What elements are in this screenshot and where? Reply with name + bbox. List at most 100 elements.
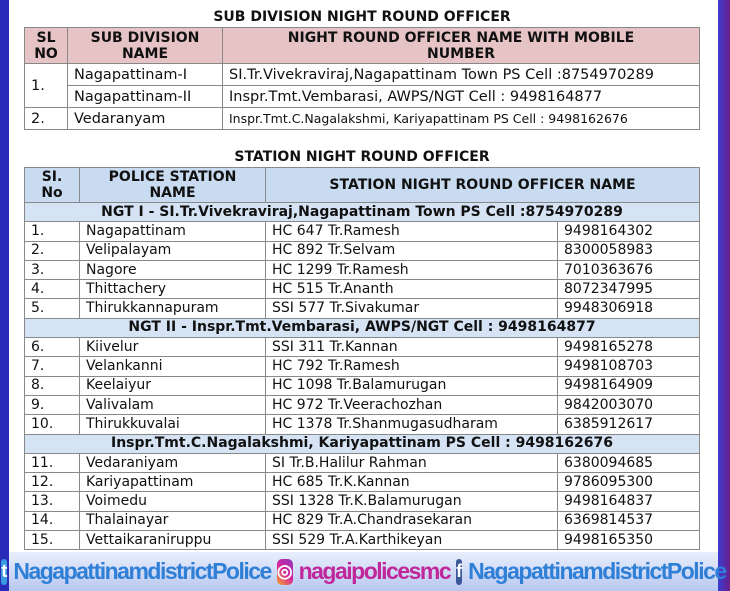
header-officer: STATION NIGHT ROUND OFFICER NAME	[265, 167, 700, 203]
station-title: STATION NIGHT ROUND OFFICER	[234, 149, 490, 165]
sl-cell: 10.	[24, 414, 80, 435]
mobile-cell: 9842003070	[557, 394, 700, 416]
sl-cell: 9.	[24, 394, 80, 416]
officer-cell: Inspr.Tmt.C.Nagalakshmi, Kariyapattinam …	[222, 107, 700, 130]
station-cell: Velipalayam	[79, 240, 266, 261]
sl-cell: 1.	[24, 63, 68, 108]
station-cell: Velankanni	[79, 356, 266, 377]
officer-cell: Inspr.Tmt.Vembarasi, AWPS/NGT Cell : 949…	[222, 85, 700, 108]
mobile-cell: 9948306918	[557, 298, 700, 319]
table-row: 4. Thittachery HC 515 Tr.Ananth 8072347995	[24, 279, 700, 300]
table-row: 15. Vettaikaraniruppu SSI 529 Tr.A.Karthik…	[24, 530, 700, 551]
sl-cell: 2.	[24, 107, 68, 130]
mobile-cell: 8072347995	[557, 279, 700, 300]
table-row: 7. Velankanni HC 792 Tr.Ramesh 9498108703	[24, 356, 700, 377]
mobile-cell: 9498164837	[557, 491, 700, 512]
station-cell: Nagore	[79, 259, 266, 281]
mobile-cell: 6380094685	[557, 452, 700, 474]
sl-cell: 4.	[24, 279, 80, 300]
group-header: Inspr.Tmt.C.Nagalakshmi, Kariyapattinam …	[24, 433, 700, 454]
instagram-handle[interactable]: nagaipolicesmc	[298, 558, 452, 584]
officer-cell: SSI 311 Tr.Kannan	[265, 337, 558, 358]
table-row: 9. Valivalam HC 972 Tr.Veerachozhan 9842003…	[24, 394, 700, 416]
social-footer: t NagapattinamdistrictPolice ◎ nagaipoli…	[1, 552, 727, 591]
group-row: NGT I - SI.Tr.Vivekraviraj,Nagapattinam …	[24, 201, 700, 223]
station-cell: Voimedu	[79, 491, 266, 512]
officer-cell: HC 685 Tr.K.Kannan	[265, 472, 558, 493]
sl-cell: 1.	[24, 221, 80, 242]
station-cell: Vettaikaraniruppu	[79, 530, 266, 551]
twitter-icon: t	[1, 558, 8, 585]
sl-cell: 13.	[24, 491, 80, 512]
officer-cell: SI Tr.B.Halilur Rahman	[265, 452, 558, 474]
officer-cell: HC 792 Tr.Ramesh	[265, 356, 558, 377]
station-cell: Valivalam	[79, 394, 266, 416]
officer-cell: HC 972 Tr.Veerachozhan	[265, 394, 558, 416]
header-sl: SI. No	[24, 167, 80, 203]
officer-cell: SSI 577 Tr.Sivakumar	[265, 298, 558, 319]
mobile-cell: 9498108703	[557, 356, 700, 377]
subdivision-cell: Nagapattinam-II	[67, 85, 223, 108]
table-row: 12. Kariyapattinam HC 685 Tr.K.Kannan 97860…	[24, 472, 700, 493]
table-row: 14. Thalainayar HC 829 Tr.A.Chandrasekaran…	[24, 510, 700, 532]
station-cell: Thirukkannapuram	[79, 298, 266, 319]
instagram-icon: ◎	[276, 558, 293, 585]
subdivision-cell: Vedaranyam	[67, 107, 223, 130]
table-row: 2. Vedaranyam Inspr.Tmt.C.Nagalakshmi, K…	[24, 107, 700, 130]
table-row: 1. Nagapattinam-I SI.Tr.Vivekraviraj,Nag…	[24, 63, 700, 108]
sl-cell: 12.	[24, 472, 80, 493]
mobile-cell: 6369814537	[557, 510, 700, 532]
mobile-cell: 9786095300	[557, 472, 700, 493]
officer-cell: SSI 1328 Tr.K.Balamurugan	[265, 491, 558, 512]
header-sl: SL NO	[24, 27, 68, 64]
mobile-cell: 7010363676	[557, 259, 700, 281]
officer-cell: HC 647 Tr.Ramesh	[265, 221, 558, 242]
officer-cell: HC 1098 Tr.Balamurugan	[265, 375, 558, 396]
station-cell: Keelaiyur	[79, 375, 266, 396]
right-border	[718, 0, 730, 591]
sl-cell: 2.	[24, 240, 80, 261]
station-table: SI. No POLICE STATION NAME STATION NIGHT…	[24, 167, 700, 551]
station-cell: Thirukkuvalai	[79, 414, 266, 435]
table-row: 2. Velipalayam HC 892 Tr.Selvam 8300058983	[24, 240, 700, 261]
sl-cell: 14.	[24, 510, 80, 532]
sl-cell: 5.	[24, 298, 80, 319]
header-officer: NIGHT ROUND OFFICER NAME WITH MOBILE NUM…	[222, 27, 700, 64]
table-row: 11. Vedaraniyam SI Tr.B.Halilur Rahman 6380…	[24, 452, 700, 474]
table-row: 8. Keelaiyur HC 1098 Tr.Balamurugan 9498164…	[24, 375, 700, 396]
table-row: 1. Nagapattinam HC 647 Tr.Ramesh 9498164302	[24, 221, 700, 242]
subdivision-cell: Nagapattinam-I	[67, 63, 223, 86]
station-cell: Nagapattinam	[79, 221, 266, 242]
facebook-handle[interactable]: NagapattinamdistrictPolice	[468, 558, 727, 584]
officer-cell: HC 515 Tr.Ananth	[265, 279, 558, 300]
twitter-handle[interactable]: NagapattinamdistrictPolice	[13, 558, 272, 584]
mobile-cell: 9498164909	[557, 375, 700, 396]
officer-cell: HC 892 Tr.Selvam	[265, 240, 558, 261]
station-cell: Thalainayar	[79, 510, 266, 532]
mobile-cell: 8300058983	[557, 240, 700, 261]
station-cell: Thittachery	[79, 279, 266, 300]
sl-cell: 3.	[24, 259, 80, 281]
officer-cell: HC 1299 Tr.Ramesh	[265, 259, 558, 281]
subdivision-table: SL NO SUB DIVISION NAME NIGHT ROUND OFFI…	[24, 27, 700, 130]
mobile-cell: 6385912617	[557, 414, 700, 435]
table-row: Nagapattinam-II Inspr.Tmt.Vembarasi, AWP…	[25, 85, 700, 108]
sl-cell: 7.	[24, 356, 80, 377]
table-row: 3. Nagore HC 1299 Tr.Ramesh 7010363676	[24, 259, 700, 281]
left-border	[0, 0, 9, 591]
station-cell: Kiivelur	[79, 337, 266, 358]
header-subdivision: SUB DIVISION NAME	[67, 27, 223, 64]
mobile-cell: 9498164302	[557, 221, 700, 242]
sl-cell: 6.	[24, 337, 80, 358]
group-header: NGT I - SI.Tr.Vivekraviraj,Nagapattinam …	[24, 201, 700, 223]
table-row: 6. Kiivelur SSI 311 Tr.Kannan 9498165278	[24, 337, 700, 358]
mobile-cell: 9498165350	[557, 530, 700, 551]
station-cell: Vedaraniyam	[79, 452, 266, 474]
officer-cell: SSI 529 Tr.A.Karthikeyan	[265, 530, 558, 551]
sl-cell: 8.	[24, 375, 80, 396]
sl-cell: 11.	[24, 452, 80, 474]
mobile-cell: 9498165278	[557, 337, 700, 358]
officer-cell: HC 829 Tr.A.Chandrasekaran	[265, 510, 558, 532]
officer-cell: SI.Tr.Vivekraviraj,Nagapattinam Town PS …	[222, 63, 700, 86]
sl-cell: 15.	[24, 530, 80, 551]
